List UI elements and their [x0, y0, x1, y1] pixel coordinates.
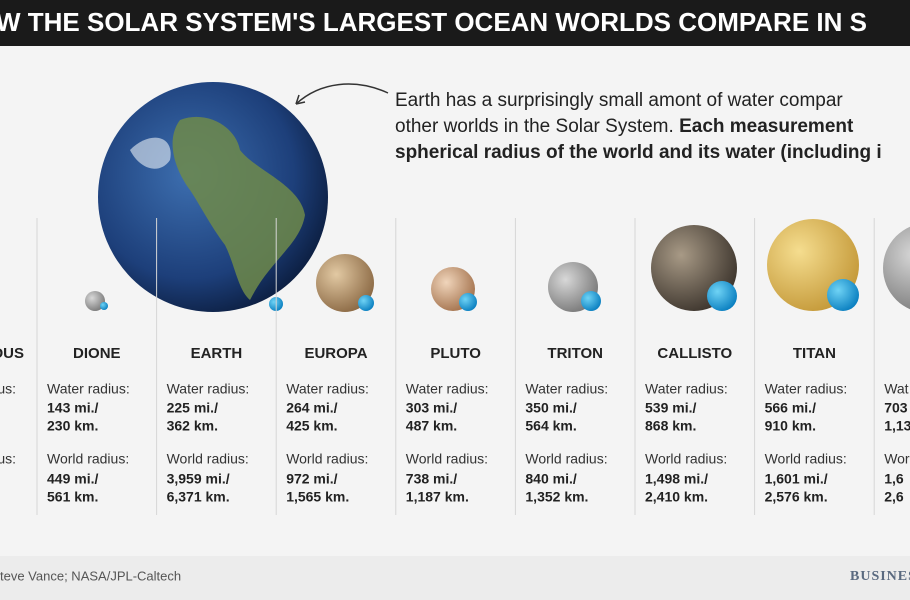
planets — [85, 82, 910, 312]
world-name: TRITON — [547, 345, 603, 362]
water-label: Water radius: — [765, 381, 848, 397]
water-value: 703 — [884, 400, 908, 416]
world-label: World radius: — [645, 451, 727, 467]
water-value: 350 mi./ — [525, 400, 576, 416]
water — [827, 279, 859, 311]
title-bar — [0, 0, 910, 46]
world-label: World radius: — [765, 451, 847, 467]
water — [100, 302, 108, 310]
arrow — [295, 83, 389, 105]
water-value: 487 km. — [406, 418, 457, 434]
world-name: EUROPA — [304, 345, 367, 362]
world-name: TITAN — [793, 345, 836, 362]
world-value: 2,576 km. — [765, 489, 828, 505]
note-line: Earth has a surprisingly small amont of … — [395, 90, 843, 111]
water-label: Water radius: — [645, 381, 728, 397]
water-value: 564 km. — [525, 418, 576, 434]
world-value: 2,410 km. — [645, 489, 708, 505]
world-value: 1,565 km. — [286, 489, 349, 505]
credit: teve Vance; NASA/JPL-Caltech — [0, 568, 181, 583]
water — [459, 293, 477, 311]
ganymede — [883, 226, 910, 310]
water-label: Water radius: — [286, 381, 369, 397]
world-value: 3,959 mi./ — [167, 471, 230, 487]
note-text: other worlds in the Solar System. — [395, 116, 679, 137]
world-label: World radius: — [47, 451, 129, 467]
note-line: other worlds in the Solar System. Each m… — [395, 116, 854, 137]
water — [358, 295, 374, 311]
title: W THE SOLAR SYSTEM'S LARGEST OCEAN WORLD… — [0, 7, 867, 37]
world-name: EARTH — [191, 345, 243, 362]
world-value: 1,6 — [884, 471, 904, 487]
world-value: 972 mi./ — [286, 471, 337, 487]
world-name: DIONE — [73, 345, 121, 362]
world-value: 449 mi./ — [47, 471, 98, 487]
cloud — [130, 137, 171, 169]
world-label: World radius: — [286, 451, 368, 467]
water-value: 264 mi./ — [286, 400, 337, 416]
water-value: 230 km. — [47, 418, 98, 434]
water-value: 566 mi./ — [765, 400, 816, 416]
water-value: 225 mi./ — [167, 400, 218, 416]
water-label: Wat — [884, 381, 908, 397]
logo: BUSINESS — [850, 569, 910, 584]
world-value: 840 mi./ — [525, 471, 576, 487]
world-name: PLUTO — [430, 345, 481, 362]
water-value: 425 km. — [286, 418, 337, 434]
world-label: ius: — [0, 451, 16, 467]
water-value: 1,13 — [884, 418, 910, 434]
world-value: 561 km. — [47, 489, 98, 505]
water-label: Water radius: — [406, 381, 489, 397]
world-value: 2,6 — [884, 489, 904, 505]
world-label: World radius: — [406, 451, 488, 467]
water-value: 868 km. — [645, 418, 696, 434]
water-value: 539 mi./ — [645, 400, 696, 416]
world-name: CALLISTO — [657, 345, 732, 362]
water-label: Water radius: — [167, 381, 250, 397]
land — [172, 116, 305, 300]
water-label: Water radius: — [47, 381, 130, 397]
note-line: spherical radius of the world and its wa… — [395, 142, 882, 163]
columns: DUS ous: ius: DIONE Water radius: 143 mi./ 230… — [0, 218, 910, 515]
world-label: World radius: — [167, 451, 249, 467]
water — [707, 281, 737, 311]
water-label: ous: — [0, 381, 16, 397]
water — [581, 291, 601, 311]
note-bold: Each measurement — [679, 116, 854, 137]
world-value: 1,352 km. — [525, 489, 588, 505]
water-value: 143 mi./ — [47, 400, 98, 416]
water-label: Water radius: — [525, 381, 608, 397]
water-value: 910 km. — [765, 418, 816, 434]
world-value: 1,601 mi./ — [765, 471, 828, 487]
world-label: Wor — [884, 451, 910, 467]
world-value: 6,371 km. — [167, 489, 230, 505]
water-value: 362 km. — [167, 418, 218, 434]
footer-bar — [0, 556, 910, 600]
world-value: 1,187 km. — [406, 489, 469, 505]
europa — [316, 254, 374, 312]
arrow-head — [295, 94, 306, 105]
world-value: 738 mi./ — [406, 471, 457, 487]
water-value: 303 mi./ — [406, 400, 457, 416]
world-label: World radius: — [525, 451, 607, 467]
world-value: 1,498 mi./ — [645, 471, 708, 487]
world-name: DUS — [0, 345, 24, 362]
